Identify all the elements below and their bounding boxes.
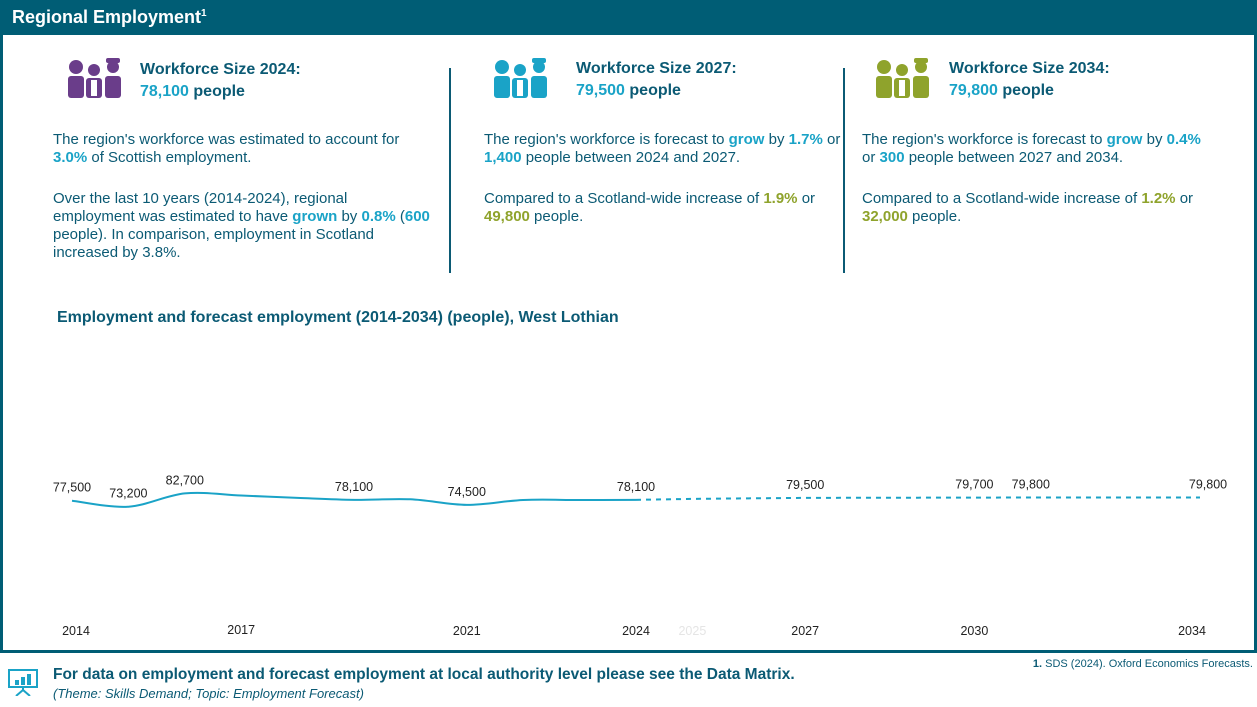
card-value: 78,100 people	[140, 83, 245, 101]
page-title: Regional Employment	[12, 7, 202, 27]
employment-line-chart: 77,500 73,200 82,700 78,100 74,500 78,100 79,5…	[53, 473, 1227, 638]
x-tick-label: 2030	[960, 624, 988, 638]
data-label: 74,500	[448, 485, 486, 499]
data-label: 77,500	[53, 481, 91, 495]
x-tick-label: 2024	[622, 624, 650, 638]
data-label: 73,200	[109, 487, 147, 501]
column-divider	[449, 68, 451, 273]
card-3-paragraph-1: The region's workforce is forecast to gr…	[862, 131, 1201, 166]
data-matrix-note: For data on employment and forecast empl…	[53, 666, 795, 683]
card-value: 79,800 people	[949, 82, 1054, 100]
chart-presentation-icon	[8, 669, 38, 696]
card-value-number: 79,500	[576, 82, 625, 99]
page-header: Regional Employment1	[0, 0, 1257, 35]
x-tick-label: 2034	[1178, 624, 1206, 638]
card-2-paragraph-1: The region's workforce is forecast to gr…	[484, 131, 841, 166]
card-1-paragraph-2: Over the last 10 years (2014-2024), regi…	[53, 190, 430, 261]
card-value-unit: people	[629, 82, 681, 99]
data-label: 79,800	[1189, 477, 1227, 491]
x-tick-label: 2027	[791, 624, 819, 638]
data-label: 78,100	[335, 480, 373, 494]
card-title: Workforce Size 2034:	[949, 60, 1110, 77]
card-value: 79,500 people	[576, 82, 681, 100]
card-value-unit: people	[1002, 82, 1054, 99]
x-tick-label: 2017	[227, 623, 255, 637]
card-title: Workforce Size 2027:	[576, 60, 737, 77]
card-value-unit: people	[193, 83, 245, 100]
source-footnote: 1. SDS (2024). Oxford Economics Forecast…	[1032, 658, 1253, 670]
chart-title: Employment and forecast employment (2014…	[57, 309, 619, 326]
data-label: 82,700	[166, 473, 204, 487]
theme-topic-note: (Theme: Skills Demand; Topic: Employment…	[53, 686, 364, 701]
footnote-ref: 1	[201, 8, 207, 19]
card-title: Workforce Size 2024:	[140, 61, 301, 78]
column-divider	[843, 68, 845, 273]
data-label: 79,800	[1012, 477, 1050, 491]
card-value-number: 78,100	[140, 83, 189, 100]
x-tick-label: 2014	[62, 624, 90, 638]
card-3-paragraph-2: Compared to a Scotland-wide increase of …	[862, 190, 1194, 225]
workforce-people-icon	[68, 58, 121, 98]
card-2-paragraph-2: Compared to a Scotland-wide increase of …	[484, 190, 816, 225]
workforce-people-icon	[876, 58, 929, 98]
data-label: 79,500	[786, 478, 824, 492]
card-value-number: 79,800	[949, 82, 998, 99]
card-1-paragraph-1: The region's workforce was estimated to …	[53, 131, 400, 166]
forecast-employment-line	[635, 496, 1200, 501]
data-label: 78,100	[617, 480, 655, 494]
data-label: 79,700	[955, 478, 993, 492]
employment-line	[71, 491, 637, 508]
x-tick-label: 2021	[453, 624, 481, 638]
x-tick-label: 2025	[678, 624, 706, 638]
workforce-people-icon	[494, 58, 547, 98]
